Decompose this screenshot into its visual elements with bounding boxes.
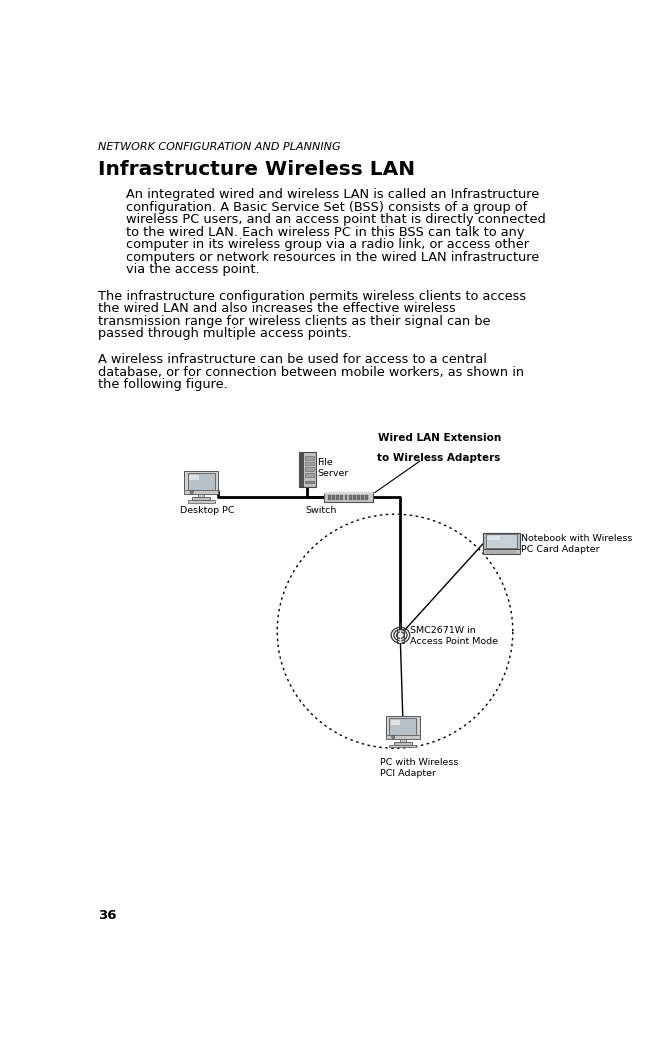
Circle shape xyxy=(391,736,395,739)
Text: database, or for connection between mobile workers, as shown in: database, or for connection between mobi… xyxy=(98,366,524,379)
Text: wireless PC users, and an access point that is directly connected: wireless PC users, and an access point t… xyxy=(126,213,546,226)
FancyBboxPatch shape xyxy=(386,735,420,739)
Text: Notebook with Wireless
PC Card Adapter: Notebook with Wireless PC Card Adapter xyxy=(521,534,633,554)
FancyBboxPatch shape xyxy=(299,452,316,488)
FancyBboxPatch shape xyxy=(391,720,400,725)
FancyBboxPatch shape xyxy=(389,745,416,747)
FancyBboxPatch shape xyxy=(190,475,199,480)
Text: passed through multiple access points.: passed through multiple access points. xyxy=(98,327,352,341)
FancyBboxPatch shape xyxy=(483,550,520,554)
Text: SMC2671W in
Access Point Mode: SMC2671W in Access Point Mode xyxy=(410,625,498,646)
Text: NETWORK CONFIGURATION AND PLANNING: NETWORK CONFIGURATION AND PLANNING xyxy=(98,142,341,152)
FancyBboxPatch shape xyxy=(184,490,218,494)
Text: the following figure.: the following figure. xyxy=(98,378,228,391)
Text: A wireless infrastructure can be used for access to a central: A wireless infrastructure can be used fo… xyxy=(98,353,487,367)
FancyBboxPatch shape xyxy=(349,495,352,500)
FancyBboxPatch shape xyxy=(299,452,304,488)
Text: 36: 36 xyxy=(98,908,117,922)
FancyBboxPatch shape xyxy=(305,456,314,459)
FancyBboxPatch shape xyxy=(328,495,331,500)
Text: the wired LAN and also increases the effective wireless: the wired LAN and also increases the eff… xyxy=(98,302,456,315)
FancyBboxPatch shape xyxy=(400,739,406,743)
Text: configuration. A Basic Service Set (BSS) consists of a group of: configuration. A Basic Service Set (BSS)… xyxy=(126,201,528,214)
Text: Desktop PC: Desktop PC xyxy=(180,506,234,515)
FancyBboxPatch shape xyxy=(305,468,314,471)
FancyBboxPatch shape xyxy=(184,471,218,494)
Text: The infrastructure configuration permits wireless clients to access: The infrastructure configuration permits… xyxy=(98,290,526,303)
Text: An integrated wired and wireless LAN is called an Infrastructure: An integrated wired and wireless LAN is … xyxy=(126,188,539,202)
FancyBboxPatch shape xyxy=(324,492,373,502)
FancyBboxPatch shape xyxy=(397,628,404,643)
FancyBboxPatch shape xyxy=(357,495,360,500)
FancyBboxPatch shape xyxy=(394,742,411,745)
FancyBboxPatch shape xyxy=(345,495,347,500)
FancyBboxPatch shape xyxy=(336,495,339,500)
FancyBboxPatch shape xyxy=(324,492,373,494)
FancyBboxPatch shape xyxy=(198,494,204,498)
FancyBboxPatch shape xyxy=(483,533,520,550)
FancyBboxPatch shape xyxy=(332,495,335,500)
Text: to the wired LAN. Each wireless PC in this BSS can talk to any: to the wired LAN. Each wireless PC in th… xyxy=(126,226,524,239)
Text: via the access point.: via the access point. xyxy=(126,264,260,276)
Text: Infrastructure Wireless LAN: Infrastructure Wireless LAN xyxy=(98,160,415,179)
FancyBboxPatch shape xyxy=(485,534,517,548)
FancyBboxPatch shape xyxy=(389,718,417,735)
Text: Wired LAN Extension: Wired LAN Extension xyxy=(378,433,501,442)
Text: computer in its wireless group via a radio link, or access other: computer in its wireless group via a rad… xyxy=(126,239,529,251)
FancyBboxPatch shape xyxy=(305,473,314,476)
Text: computers or network resources in the wired LAN infrastructure: computers or network resources in the wi… xyxy=(126,251,539,264)
FancyBboxPatch shape xyxy=(353,495,356,500)
Text: Switch: Switch xyxy=(306,506,337,515)
Circle shape xyxy=(190,491,193,494)
FancyBboxPatch shape xyxy=(188,473,215,490)
FancyBboxPatch shape xyxy=(361,495,364,500)
FancyBboxPatch shape xyxy=(365,495,369,500)
Text: PC with Wireless
PCI Adapter: PC with Wireless PCI Adapter xyxy=(380,758,458,779)
FancyBboxPatch shape xyxy=(487,536,500,540)
FancyBboxPatch shape xyxy=(305,480,314,483)
FancyBboxPatch shape xyxy=(188,500,215,502)
Text: transmission range for wireless clients as their signal can be: transmission range for wireless clients … xyxy=(98,314,491,328)
FancyBboxPatch shape xyxy=(386,716,420,739)
Text: to Wireless Adapters: to Wireless Adapters xyxy=(378,453,501,463)
FancyBboxPatch shape xyxy=(192,497,210,500)
Text: File
Server: File Server xyxy=(317,458,349,478)
FancyBboxPatch shape xyxy=(340,495,343,500)
FancyBboxPatch shape xyxy=(305,461,314,466)
